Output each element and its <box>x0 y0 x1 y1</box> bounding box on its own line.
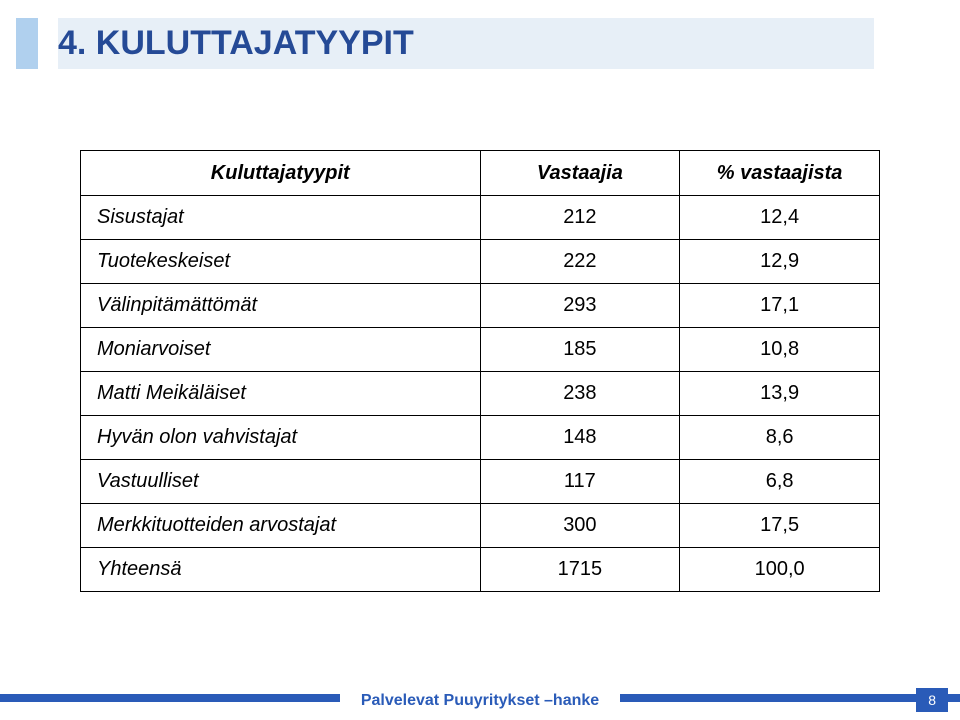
cell-category: Yhteensä <box>81 548 481 592</box>
col-header-category: Kuluttajatyypit <box>81 151 481 196</box>
table-row: Vastuulliset 117 6,8 <box>81 460 880 504</box>
table-row: Moniarvoiset 185 10,8 <box>81 328 880 372</box>
cell-pct: 12,9 <box>680 240 880 284</box>
cell-category: Matti Meikäläiset <box>81 372 481 416</box>
table-header-row: Kuluttajatyypit Vastaajia % vastaajista <box>81 151 880 196</box>
table-body: Sisustajat 212 12,4 Tuotekeskeiset 222 1… <box>81 196 880 592</box>
cell-category: Merkkituotteiden arvostajat <box>81 504 481 548</box>
col-header-pct: % vastaajista <box>680 151 880 196</box>
col-header-count: Vastaajia <box>480 151 680 196</box>
cell-pct: 8,6 <box>680 416 880 460</box>
table-row: Matti Meikäläiset 238 13,9 <box>81 372 880 416</box>
kuluttajatyypit-table: Kuluttajatyypit Vastaajia % vastaajista … <box>80 150 880 592</box>
cell-count: 117 <box>480 460 680 504</box>
table-row: Välinpitämättömät 293 17,1 <box>81 284 880 328</box>
cell-count: 222 <box>480 240 680 284</box>
cell-count: 212 <box>480 196 680 240</box>
table-row: Tuotekeskeiset 222 12,9 <box>81 240 880 284</box>
title-accent-bar <box>16 18 38 69</box>
table-row: Yhteensä 1715 100,0 <box>81 548 880 592</box>
table-row: Sisustajat 212 12,4 <box>81 196 880 240</box>
cell-count: 185 <box>480 328 680 372</box>
title-row: 4. KULUTTAJATYYPIT <box>16 18 960 69</box>
page-number: 8 <box>916 688 948 712</box>
table-row: Hyvän olon vahvistajat 148 8,6 <box>81 416 880 460</box>
cell-category: Tuotekeskeiset <box>81 240 481 284</box>
footer: Palvelevat Puuyritykset –hanke 8 <box>0 672 960 720</box>
cell-count: 300 <box>480 504 680 548</box>
cell-count: 293 <box>480 284 680 328</box>
cell-count: 238 <box>480 372 680 416</box>
cell-pct: 6,8 <box>680 460 880 504</box>
cell-pct: 10,8 <box>680 328 880 372</box>
cell-category: Sisustajat <box>81 196 481 240</box>
table-container: Kuluttajatyypit Vastaajia % vastaajista … <box>80 150 880 592</box>
cell-pct: 100,0 <box>680 548 880 592</box>
slide: 4. KULUTTAJATYYPIT Kuluttajatyypit Vasta… <box>0 0 960 720</box>
slide-title: 4. KULUTTAJATYYPIT <box>58 18 874 69</box>
cell-pct: 17,1 <box>680 284 880 328</box>
cell-pct: 12,4 <box>680 196 880 240</box>
table-row: Merkkituotteiden arvostajat 300 17,5 <box>81 504 880 548</box>
cell-category: Hyvän olon vahvistajat <box>81 416 481 460</box>
cell-count: 1715 <box>480 548 680 592</box>
cell-count: 148 <box>480 416 680 460</box>
footer-text: Palvelevat Puuyritykset –hanke <box>340 690 620 712</box>
cell-category: Vastuulliset <box>81 460 481 504</box>
cell-pct: 17,5 <box>680 504 880 548</box>
cell-category: Moniarvoiset <box>81 328 481 372</box>
cell-pct: 13,9 <box>680 372 880 416</box>
cell-category: Välinpitämättömät <box>81 284 481 328</box>
